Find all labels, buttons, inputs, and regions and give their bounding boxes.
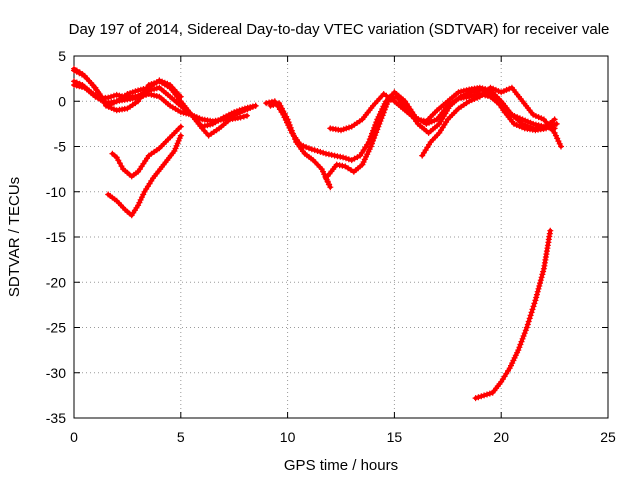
x-tick-label: 5	[177, 429, 185, 445]
series-track-11	[472, 227, 554, 402]
y-tick-label: -30	[46, 365, 66, 381]
series-track-4	[71, 67, 259, 130]
series-track-6	[105, 132, 184, 219]
y-tick-label: -35	[46, 410, 66, 426]
y-tick-label: -5	[54, 139, 67, 155]
x-tick-label: 15	[387, 429, 403, 445]
x-tick-label: 25	[600, 429, 616, 445]
y-tick-label: -10	[46, 184, 66, 200]
y-tick-label: 5	[58, 48, 66, 64]
y-tick-label: 0	[58, 93, 66, 109]
series-track-10	[419, 84, 564, 159]
x-tick-label: 10	[280, 429, 296, 445]
y-axis-title: SDTVAR / TECUs	[6, 177, 23, 297]
x-tick-labels: 0 5 10 15 20 25	[70, 429, 616, 445]
chart-title: Day 197 of 2014, Sidereal Day-to-day VTE…	[69, 21, 610, 38]
y-tick-label: -25	[46, 320, 66, 336]
y-tick-label: -15	[46, 229, 66, 245]
y-tick-label: -20	[46, 274, 66, 290]
series-markers	[109, 123, 184, 180]
x-tick-label: 0	[70, 429, 78, 445]
series-markers	[472, 227, 554, 402]
x-tick-label: 20	[493, 429, 509, 445]
series-track-9	[327, 84, 558, 134]
series-track-5	[109, 123, 184, 180]
y-tick-labels: -35 -30 -25 -20 -15 -10 -5 0 5	[46, 48, 66, 426]
x-axis-title: GPS time / hours	[284, 457, 398, 474]
series-markers	[327, 84, 558, 134]
series-markers	[71, 67, 259, 130]
data-series	[71, 65, 564, 402]
series-markers	[419, 84, 564, 159]
plot-frame	[73, 55, 609, 419]
series-markers	[105, 132, 184, 219]
